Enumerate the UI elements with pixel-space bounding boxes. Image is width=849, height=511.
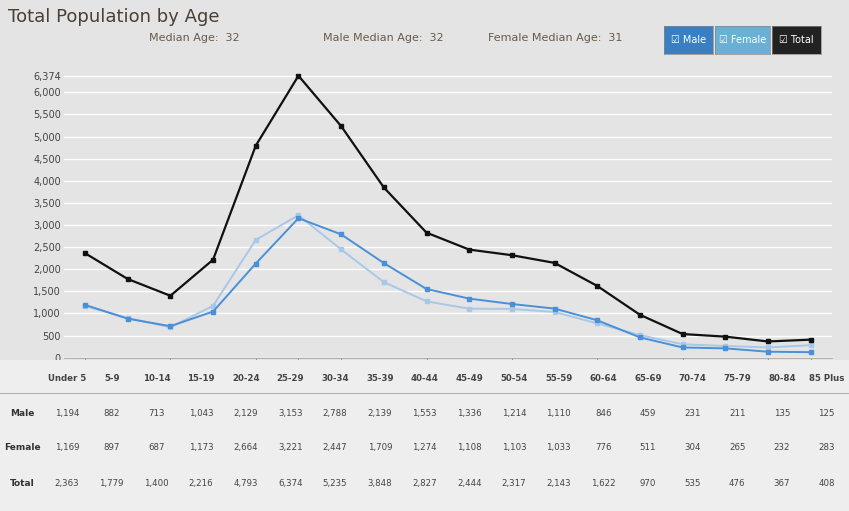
Text: 15-19: 15-19 — [188, 374, 215, 383]
Text: 897: 897 — [104, 443, 120, 452]
Text: 1,110: 1,110 — [546, 408, 571, 417]
Text: Total: Total — [10, 479, 35, 489]
Text: 687: 687 — [148, 443, 165, 452]
Text: 511: 511 — [639, 443, 656, 452]
Text: 1,194: 1,194 — [55, 408, 79, 417]
Text: 2,827: 2,827 — [412, 479, 437, 489]
Text: 265: 265 — [729, 443, 745, 452]
Text: 1,553: 1,553 — [412, 408, 437, 417]
Text: ☑ Total: ☑ Total — [779, 35, 813, 44]
Text: 2,664: 2,664 — [233, 443, 258, 452]
Text: ☑ Male: ☑ Male — [671, 35, 706, 44]
Text: Female: Female — [4, 443, 41, 452]
Text: 1,400: 1,400 — [144, 479, 169, 489]
Text: 1,274: 1,274 — [412, 443, 437, 452]
Text: 1,336: 1,336 — [457, 408, 481, 417]
Text: 211: 211 — [729, 408, 745, 417]
Text: 80-84: 80-84 — [768, 374, 796, 383]
Text: ☑ Female: ☑ Female — [719, 35, 766, 44]
Text: 408: 408 — [818, 479, 835, 489]
Text: 2,447: 2,447 — [323, 443, 347, 452]
Text: 882: 882 — [104, 408, 120, 417]
Text: 20-24: 20-24 — [232, 374, 260, 383]
Text: 70-74: 70-74 — [678, 374, 706, 383]
Text: 50-54: 50-54 — [500, 374, 527, 383]
Text: 713: 713 — [148, 408, 165, 417]
Text: 2,143: 2,143 — [546, 479, 571, 489]
Text: 5,235: 5,235 — [323, 479, 347, 489]
Text: 60-64: 60-64 — [589, 374, 617, 383]
Text: 6,374: 6,374 — [278, 479, 303, 489]
Text: 1,103: 1,103 — [502, 443, 526, 452]
Text: 283: 283 — [818, 443, 835, 452]
Text: 231: 231 — [684, 408, 701, 417]
Text: 85 Plus: 85 Plus — [809, 374, 845, 383]
Text: Female Median Age:  31: Female Median Age: 31 — [488, 33, 622, 43]
Text: 135: 135 — [773, 408, 790, 417]
Text: 75-79: 75-79 — [723, 374, 751, 383]
Text: 2,139: 2,139 — [368, 408, 392, 417]
Text: 45-49: 45-49 — [455, 374, 483, 383]
Text: 304: 304 — [684, 443, 701, 452]
Text: 1,779: 1,779 — [99, 479, 124, 489]
Text: 3,848: 3,848 — [368, 479, 392, 489]
Text: 125: 125 — [818, 408, 835, 417]
Text: 1,173: 1,173 — [188, 443, 213, 452]
Text: Male: Male — [10, 408, 35, 417]
Text: 1,709: 1,709 — [368, 443, 392, 452]
Text: 2,788: 2,788 — [323, 408, 347, 417]
Text: 970: 970 — [640, 479, 656, 489]
Text: Median Age:  32: Median Age: 32 — [149, 33, 239, 43]
Text: 535: 535 — [684, 479, 701, 489]
Text: 1,622: 1,622 — [591, 479, 616, 489]
Text: 459: 459 — [640, 408, 656, 417]
Text: 2,444: 2,444 — [457, 479, 481, 489]
Text: 232: 232 — [773, 443, 790, 452]
Text: 1,043: 1,043 — [188, 408, 213, 417]
Text: 4,793: 4,793 — [233, 479, 258, 489]
Text: Male Median Age:  32: Male Median Age: 32 — [323, 33, 443, 43]
Text: Total Population by Age: Total Population by Age — [8, 8, 220, 26]
Text: 30-34: 30-34 — [321, 374, 349, 383]
Text: 2,317: 2,317 — [502, 479, 526, 489]
Text: 1,169: 1,169 — [55, 443, 79, 452]
Text: 476: 476 — [729, 479, 745, 489]
Text: 35-39: 35-39 — [366, 374, 394, 383]
Text: 1,214: 1,214 — [502, 408, 526, 417]
Text: 55-59: 55-59 — [545, 374, 572, 383]
Text: 40-44: 40-44 — [411, 374, 438, 383]
Text: 10-14: 10-14 — [143, 374, 170, 383]
Text: 776: 776 — [595, 443, 611, 452]
Text: 5-9: 5-9 — [104, 374, 120, 383]
Text: 2,216: 2,216 — [188, 479, 213, 489]
Text: 846: 846 — [595, 408, 611, 417]
Text: 1,108: 1,108 — [457, 443, 481, 452]
Text: 3,153: 3,153 — [278, 408, 303, 417]
Text: 2,363: 2,363 — [54, 479, 79, 489]
Text: 367: 367 — [773, 479, 790, 489]
Text: 25-29: 25-29 — [277, 374, 304, 383]
Text: 2,129: 2,129 — [233, 408, 258, 417]
Text: 65-69: 65-69 — [634, 374, 661, 383]
Text: Under 5: Under 5 — [48, 374, 86, 383]
Text: 1,033: 1,033 — [546, 443, 571, 452]
Text: 3,221: 3,221 — [278, 443, 303, 452]
